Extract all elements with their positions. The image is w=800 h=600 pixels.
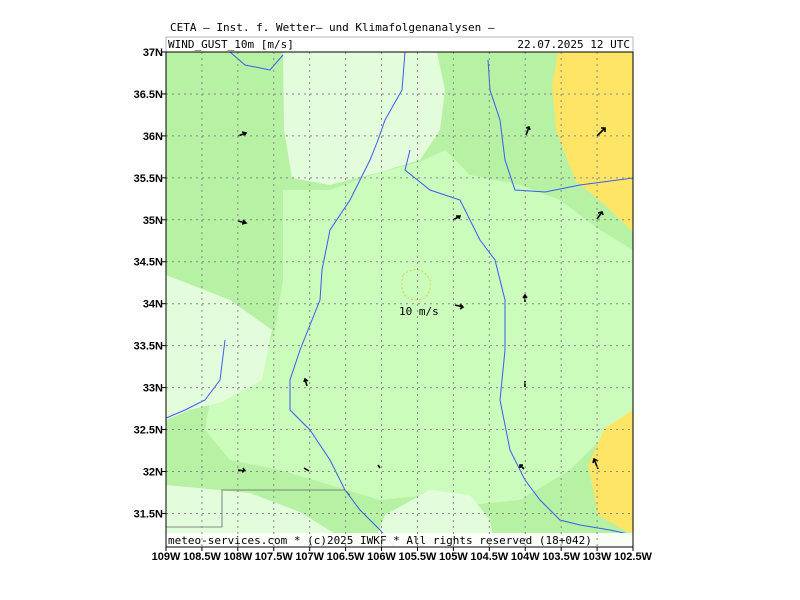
valid-time: 22.07.2025 12 UTC bbox=[517, 38, 630, 51]
field-pale bbox=[205, 150, 633, 505]
y-tick-label: 33.5N bbox=[134, 341, 163, 353]
footer: meteo-services.com * (c)2025 IWKF * All … bbox=[168, 534, 592, 547]
wind-arrow bbox=[596, 127, 606, 137]
y-tick-label: 32.5N bbox=[134, 425, 163, 437]
field-yellow bbox=[552, 52, 633, 232]
x-tick-label: 103W bbox=[583, 551, 612, 563]
x-tick-label: 107W bbox=[295, 551, 324, 563]
x-tick-label: 107.5W bbox=[255, 551, 294, 563]
x-tick-label: 106.5W bbox=[327, 551, 366, 563]
frame bbox=[165, 51, 634, 548]
x-tick-label: 102.5W bbox=[614, 551, 653, 563]
wind-arrow bbox=[377, 464, 381, 469]
footer-bar bbox=[166, 533, 633, 547]
y-tick-label: 35N bbox=[143, 215, 163, 227]
wind-arrow bbox=[303, 467, 310, 472]
x-tick-label: 105.5W bbox=[399, 551, 438, 563]
river bbox=[487, 59, 633, 193]
y-tick-label: 34.5N bbox=[134, 257, 163, 269]
x-tick-label: 103.5W bbox=[542, 551, 581, 563]
map-area: meteo-services.com * (c)2025 IWKF * All … bbox=[165, 51, 634, 548]
header: CETA – Inst. f. Wetter– und Klimafolgena… bbox=[170, 21, 495, 34]
parameter-label: WIND_GUST_10m [m/s] bbox=[168, 38, 294, 51]
field-light bbox=[372, 490, 495, 547]
y-tick-label: 36.5N bbox=[134, 89, 163, 101]
wind-arrow bbox=[237, 219, 248, 225]
x-tick-label: 108W bbox=[223, 551, 252, 563]
field-light bbox=[283, 52, 445, 185]
wind-arrow bbox=[454, 303, 465, 310]
y-tick-label: 34N bbox=[143, 299, 163, 311]
river bbox=[404, 149, 633, 536]
x-tick-label: 108.5W bbox=[183, 551, 222, 563]
y-tick-label: 31.5N bbox=[134, 508, 163, 520]
field-light bbox=[166, 485, 355, 547]
wind-arrow bbox=[596, 211, 604, 220]
y-tick-label: 33N bbox=[143, 383, 163, 395]
y-tick-label: 37N bbox=[143, 47, 163, 59]
contour bbox=[401, 269, 431, 301]
wind-arrows bbox=[237, 125, 606, 473]
field-yellow bbox=[588, 410, 633, 535]
y-tick-label: 35.5N bbox=[134, 173, 163, 185]
y-tick-label: 36N bbox=[143, 131, 163, 143]
wind-arrow bbox=[519, 464, 525, 470]
fields bbox=[166, 52, 633, 547]
border bbox=[166, 489, 351, 528]
field-light bbox=[166, 275, 272, 420]
wind-arrow bbox=[525, 125, 531, 136]
x-tick-label: 105W bbox=[439, 551, 468, 563]
annotation: 10 m/s bbox=[399, 305, 439, 318]
river bbox=[166, 339, 226, 419]
x-tick-label: 104W bbox=[511, 551, 540, 563]
x-tick-label: 109W bbox=[152, 551, 181, 563]
y-tick-label: 32N bbox=[143, 466, 163, 478]
x-tick-label: 106W bbox=[367, 551, 396, 563]
x-tick-label: 104.5W bbox=[470, 551, 509, 563]
wind-arrow bbox=[303, 377, 309, 387]
